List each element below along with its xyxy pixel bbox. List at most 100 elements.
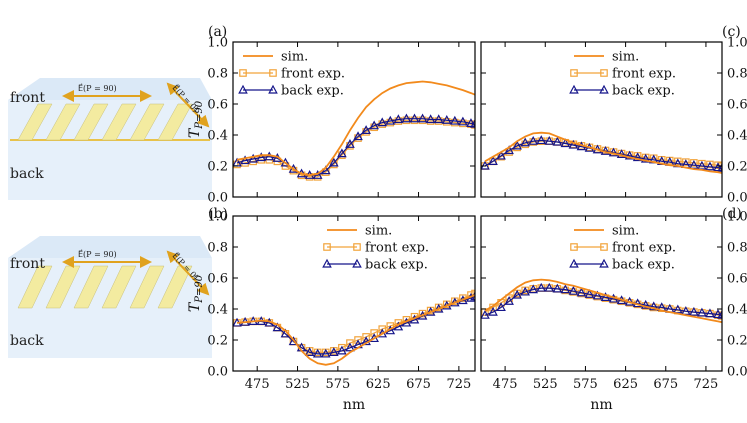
data-point-back-exp xyxy=(450,115,460,125)
plot-frame xyxy=(480,41,723,198)
data-point-back-exp xyxy=(648,301,659,311)
y-tick-label: 0.4 xyxy=(207,303,228,318)
legend-label: sim. xyxy=(612,50,639,65)
data-point-back-exp xyxy=(504,145,514,155)
legend: sim. front exp. back exp. xyxy=(569,224,676,273)
y-tick-label: 0.8 xyxy=(207,67,228,82)
data-point-back-exp xyxy=(512,140,522,150)
panel-letter: (a) xyxy=(208,24,227,40)
field-arrow-p0 xyxy=(166,82,210,128)
y-tick-label: 1.0 xyxy=(727,210,747,225)
data-point-back-exp xyxy=(717,163,722,172)
data-point-back-exp xyxy=(353,131,363,141)
field-arrow-p0 xyxy=(166,250,210,296)
data-point-back-exp xyxy=(697,307,707,317)
series-line-sim xyxy=(236,80,475,177)
x-tick-label: 625 xyxy=(613,377,638,392)
data-point-back-exp xyxy=(544,135,555,145)
data-point-back-exp xyxy=(576,287,587,297)
series-line-back-exp xyxy=(236,118,475,176)
y-tick-label: 0.8 xyxy=(727,67,747,82)
data-point-back-exp xyxy=(337,345,347,355)
x-tick-label: 475 xyxy=(245,377,270,392)
data-point-back-exp xyxy=(552,283,563,293)
legend-label: front exp. xyxy=(365,241,429,256)
series-line-sim xyxy=(484,278,722,324)
data-point-back-exp xyxy=(504,295,514,305)
y-tick-label: 0.2 xyxy=(207,334,228,349)
x-tick-label: 575 xyxy=(573,377,598,392)
data-point-front-exp xyxy=(354,336,362,344)
y-tick-label: 0.6 xyxy=(207,272,228,287)
legend-marker xyxy=(238,84,248,94)
data-point-back-exp xyxy=(568,139,579,149)
data-point-back-exp xyxy=(481,309,490,319)
front-label: front xyxy=(10,90,45,106)
series-line-sim xyxy=(484,131,722,174)
panel-d: 4755255756256757250.00.20.40.60.81.0TP=0… xyxy=(480,206,747,413)
illustration-top: E⃗(P = 90) E⃗(P = 0) front back xyxy=(8,78,212,200)
substrate-top-face xyxy=(8,78,212,100)
data-point-back-exp xyxy=(488,306,498,316)
data-point-back-exp xyxy=(592,290,603,300)
x-tick-label: 475 xyxy=(493,377,518,392)
data-point-back-exp xyxy=(536,282,547,292)
legend-label: sim. xyxy=(365,224,392,239)
x-tick-label: 625 xyxy=(366,377,391,392)
y-tick-label: 0.0 xyxy=(727,365,747,380)
series-group xyxy=(481,278,722,324)
legend-label: sim. xyxy=(612,224,639,239)
data-point-back-exp xyxy=(560,138,571,148)
y-axis-label: TP=90 xyxy=(187,100,205,138)
data-point-back-exp xyxy=(393,114,404,124)
x-tick-label: 575 xyxy=(325,377,350,392)
y-tick-label: 0.8 xyxy=(727,241,747,256)
data-point-back-exp xyxy=(536,135,547,145)
x-tick-label: 725 xyxy=(694,377,719,392)
illustration-bottom: E⃗(P = 90) E⃗(P = 0) front back xyxy=(8,236,212,358)
legend-label: front exp. xyxy=(281,67,345,82)
data-point-back-exp xyxy=(496,302,506,312)
legend-marker xyxy=(570,243,578,251)
legend-marker xyxy=(600,69,608,77)
legend-label: back exp. xyxy=(365,258,428,273)
data-point-back-exp xyxy=(433,114,444,124)
y-tick-label: 0.8 xyxy=(207,241,228,256)
panel-b: 475 525 575 625 675 725 0.0 0.2 0.4 0.6 0.8 1.0 TP=9… xyxy=(187,206,476,413)
plot-frame xyxy=(480,215,723,372)
series-line-front-exp xyxy=(236,119,475,178)
legend: sim. front exp. back exp. xyxy=(322,224,429,273)
legend-marker xyxy=(600,243,608,251)
data-point-back-exp xyxy=(705,308,715,318)
plot-frame xyxy=(232,215,476,372)
y-tick-label: 0.4 xyxy=(207,129,228,144)
data-point-back-exp xyxy=(544,282,555,292)
legend-label: front exp. xyxy=(612,67,676,82)
data-point-back-exp xyxy=(488,156,498,165)
data-point-back-exp xyxy=(616,149,627,158)
data-point-back-exp xyxy=(520,286,530,296)
legend-marker xyxy=(352,258,362,268)
legend-marker xyxy=(239,69,247,77)
ridge xyxy=(129,265,165,309)
data-point-back-exp xyxy=(304,347,315,356)
substrate-top-face xyxy=(8,236,212,258)
data-point-back-exp xyxy=(528,284,539,294)
data-point-back-exp xyxy=(441,115,452,124)
y-tick-label: 0.2 xyxy=(207,160,228,175)
y-tick-label: 0.6 xyxy=(727,272,747,287)
data-point-back-exp xyxy=(560,284,571,294)
plot-frame xyxy=(232,41,476,198)
legend-marker xyxy=(599,258,609,268)
legend-marker xyxy=(599,84,609,94)
data-point-back-exp xyxy=(608,147,619,157)
data-point-back-exp xyxy=(640,299,651,309)
y-tick-label: 0.4 xyxy=(727,129,747,144)
ridge xyxy=(129,103,165,141)
data-point-back-exp xyxy=(689,306,699,316)
x-tick-label: 675 xyxy=(406,377,431,392)
ridge xyxy=(17,103,53,141)
data-point-back-exp xyxy=(600,292,611,301)
data-point-back-exp xyxy=(512,289,522,299)
